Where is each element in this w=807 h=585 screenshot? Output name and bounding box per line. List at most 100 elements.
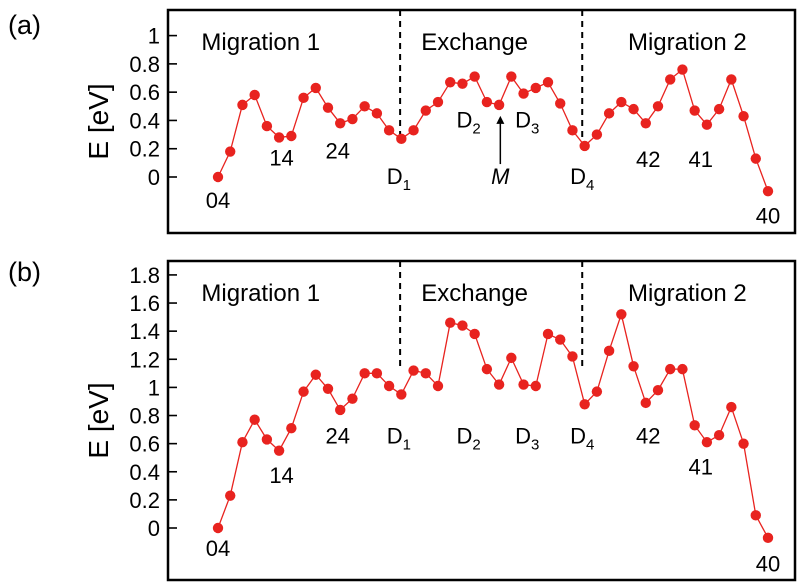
panel-label: (a)	[8, 10, 41, 40]
data-point	[383, 380, 395, 392]
annotation-label: D4	[570, 424, 594, 454]
annotation-label: 40	[756, 204, 780, 229]
annotation-label: 41	[689, 455, 713, 480]
data-point	[481, 363, 493, 375]
annotation-label: D3	[515, 108, 539, 138]
data-point	[273, 132, 285, 143]
data-point	[738, 438, 749, 449]
data-point	[628, 361, 639, 372]
annotation-label: 40	[756, 552, 780, 577]
data-point	[762, 185, 774, 197]
data-point	[555, 334, 566, 345]
region-label: Migration 2	[628, 29, 747, 56]
data-point	[616, 309, 627, 320]
annotation-label: 04	[206, 536, 230, 561]
y-axis-label: E [eV]	[83, 83, 114, 159]
data-point	[640, 118, 651, 129]
annotation-label: 42	[636, 147, 660, 172]
data-point	[371, 108, 383, 119]
data-point	[518, 88, 529, 99]
data-point	[640, 397, 651, 409]
data-point	[701, 437, 713, 448]
annotation-label: D4	[570, 164, 594, 194]
annotation-label: D1	[387, 164, 411, 194]
y-tick-label: 1.8	[129, 263, 160, 288]
data-point	[225, 490, 236, 501]
data-point	[567, 125, 578, 136]
y-tick-label: 0.4	[129, 108, 160, 133]
data-point	[518, 379, 529, 390]
plot-frame	[166, 259, 797, 582]
data-point	[286, 130, 297, 142]
data-point	[677, 64, 688, 75]
data-point	[347, 393, 358, 404]
data-point	[322, 102, 334, 113]
data-point	[261, 434, 273, 445]
y-tick-label: 1.2	[129, 347, 160, 372]
annotation-label: 24	[326, 139, 350, 164]
data-point	[310, 369, 321, 380]
data-point	[628, 103, 639, 115]
region-label: Exchange	[421, 29, 528, 56]
data-point	[579, 399, 590, 410]
panel-b: (b) E [eV] 0 0.2 0.4 0.6 0.8 1 1.2 1.4 1.6 1.8 Migra…	[8, 257, 797, 582]
annotation-label: D1	[387, 424, 411, 454]
data-point	[457, 320, 468, 331]
data-point	[530, 82, 541, 94]
data-point	[298, 92, 309, 104]
data-point	[493, 99, 505, 111]
y-tick-label: 1	[148, 375, 160, 400]
data-point	[396, 133, 407, 145]
plot-frame	[166, 8, 797, 235]
data-point	[738, 110, 749, 122]
y-tick-label: 0	[148, 516, 160, 541]
data-point	[506, 352, 517, 364]
y-tick-label: 0.8	[129, 404, 160, 429]
data-point	[432, 380, 444, 392]
data-point	[555, 98, 566, 109]
data-point	[347, 113, 358, 125]
annotation-label: 04	[206, 188, 230, 213]
data-point	[652, 101, 664, 112]
y-tick-label: 0.2	[129, 488, 160, 513]
annotation-label: 41	[689, 147, 713, 172]
data-point	[273, 445, 285, 456]
data-point	[445, 77, 456, 88]
data-point	[432, 96, 444, 108]
data-point	[542, 77, 554, 88]
data-point	[237, 437, 248, 448]
annotation-label: M	[491, 164, 510, 189]
data-point	[591, 386, 603, 397]
data-point	[359, 368, 370, 379]
data-point	[567, 351, 578, 362]
y-tick-label: 1.6	[129, 291, 160, 316]
region-label: Migration 1	[201, 29, 320, 56]
data-point	[750, 153, 761, 164]
panel-label: (b)	[8, 257, 41, 287]
data-point	[322, 383, 334, 395]
data-point	[225, 146, 236, 157]
data-point	[237, 99, 248, 111]
region-label: Migration 2	[628, 280, 747, 307]
y-tick-label: 1	[148, 24, 160, 49]
y-axis-label: E [eV]	[83, 382, 114, 458]
data-point	[371, 368, 383, 379]
annotation-label: D2	[456, 108, 480, 138]
data-point	[396, 389, 407, 400]
panel-a: (a) E [eV] 0 0.2 0.4 0.6 0.8 1 Migration 1 Exchan…	[8, 8, 797, 235]
data-point	[530, 380, 541, 392]
data-point	[469, 71, 480, 82]
region-label: Exchange	[421, 280, 528, 307]
y-tick-label: 1.4	[129, 319, 160, 344]
data-point	[603, 345, 615, 357]
data-point	[591, 129, 603, 140]
data-point	[310, 82, 321, 94]
data-point	[261, 120, 273, 132]
annotation-label: 24	[326, 424, 350, 449]
data-point	[665, 74, 676, 85]
data-point	[481, 96, 493, 108]
data-point	[383, 125, 395, 136]
annotation-label: 14	[269, 146, 293, 171]
data-point	[542, 328, 554, 340]
